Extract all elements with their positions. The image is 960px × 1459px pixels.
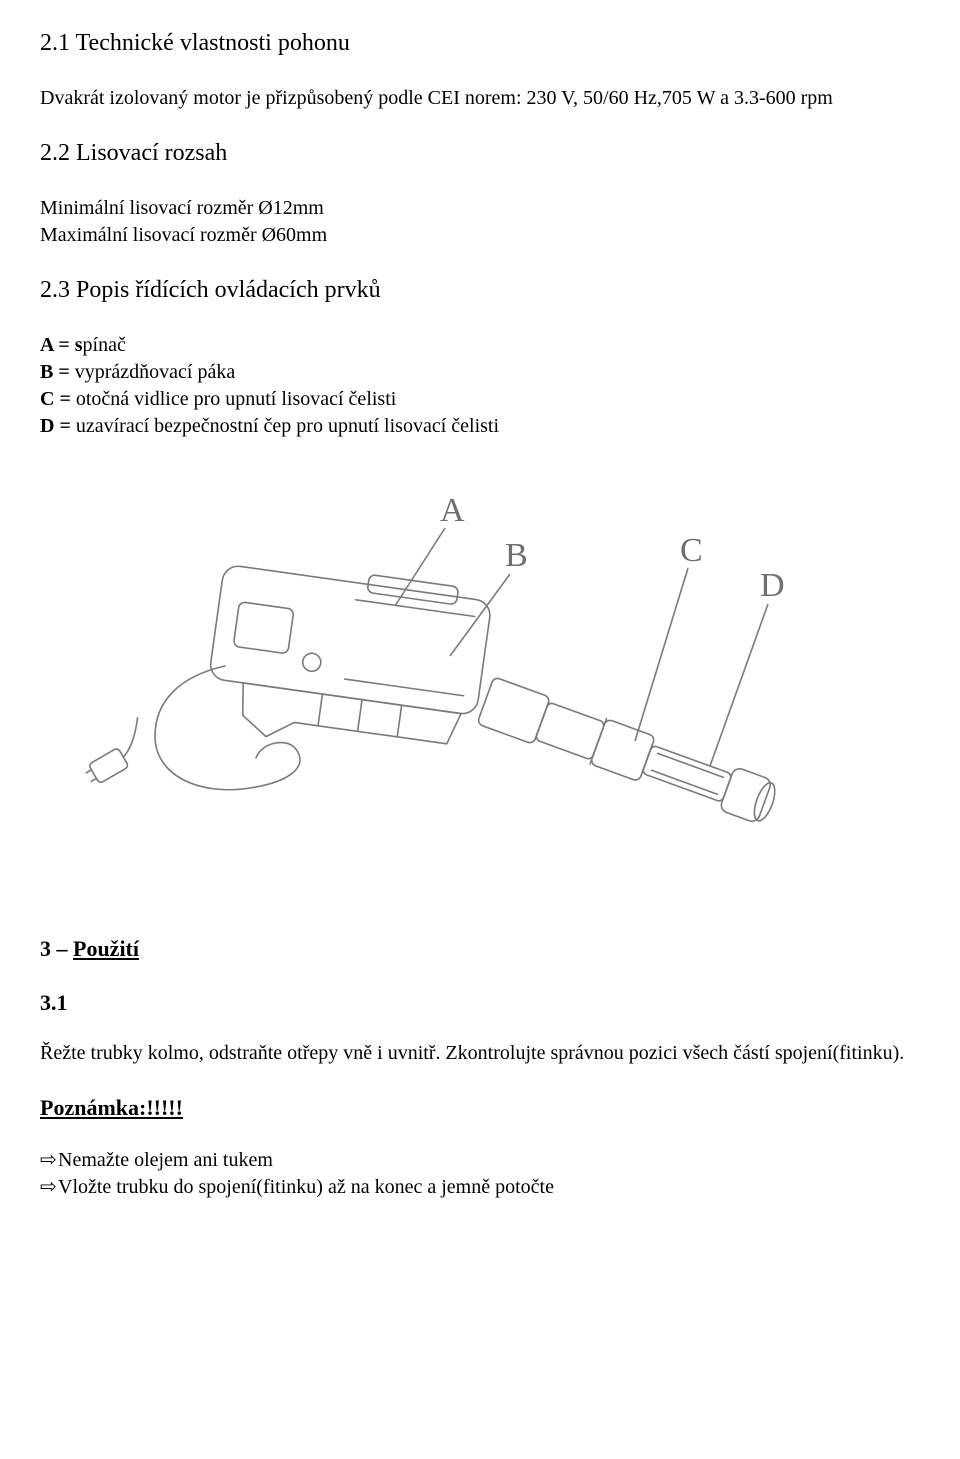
note-line-1: ⇨Nemažte olejem ani tukem: [40, 1147, 920, 1174]
section-3-heading: 3 – Použití: [40, 936, 920, 962]
callout-letter-c: C: [680, 532, 703, 569]
document-page: 2.1 Technické vlastnosti pohonu Dvakrát …: [0, 0, 960, 1241]
section-3-1-heading: 3.1: [40, 990, 920, 1016]
def-a: A = spínač: [40, 332, 920, 359]
callout-letter-d: D: [760, 567, 785, 604]
arrow-right-icon: ⇨: [40, 1174, 58, 1201]
callout-letter-a: A: [440, 492, 465, 529]
section-3-1-body: Řežte trubky kolmo, odstraňte otřepy vně…: [40, 1040, 920, 1067]
note-list: ⇨Nemažte olejem ani tukem ⇨Vložte trubku…: [40, 1147, 920, 1201]
arrow-right-icon: ⇨: [40, 1147, 58, 1174]
diagram-bg: [40, 466, 910, 896]
section-2-1-body: Dvakrát izolovaný motor je přizpůsobený …: [40, 85, 920, 112]
def-b: B = vyprázdňovací páka: [40, 359, 920, 386]
min-press-size: Minimální lisovací rozměr Ø12mm: [40, 195, 920, 222]
max-press-size: Maximální lisovací rozměr Ø60mm: [40, 222, 920, 249]
def-d: D = uzavírací bezpečnostní čep pro upnut…: [40, 413, 920, 440]
note-heading: Poznámka:!!!!!: [40, 1095, 920, 1121]
def-c: C = otočná vidlice pro upnutí lisovací č…: [40, 386, 920, 413]
section-2-1-title: 2.1 Technické vlastnosti pohonu: [40, 30, 920, 57]
section-2-3-title: 2.3 Popis řídících ovládacích prvků: [40, 277, 920, 304]
section-2-2-body: Minimální lisovací rozměr Ø12mm Maximáln…: [40, 195, 920, 249]
callout-letter-b: B: [505, 537, 528, 574]
tool-diagram: A B C D: [40, 466, 920, 896]
section-2-2-title: 2.2 Lisovací rozsah: [40, 140, 920, 167]
control-definitions: A = spínač B = vyprázdňovací páka C = ot…: [40, 332, 920, 440]
note-line-2: ⇨Vložte trubku do spojení(fitinku) až na…: [40, 1174, 920, 1201]
